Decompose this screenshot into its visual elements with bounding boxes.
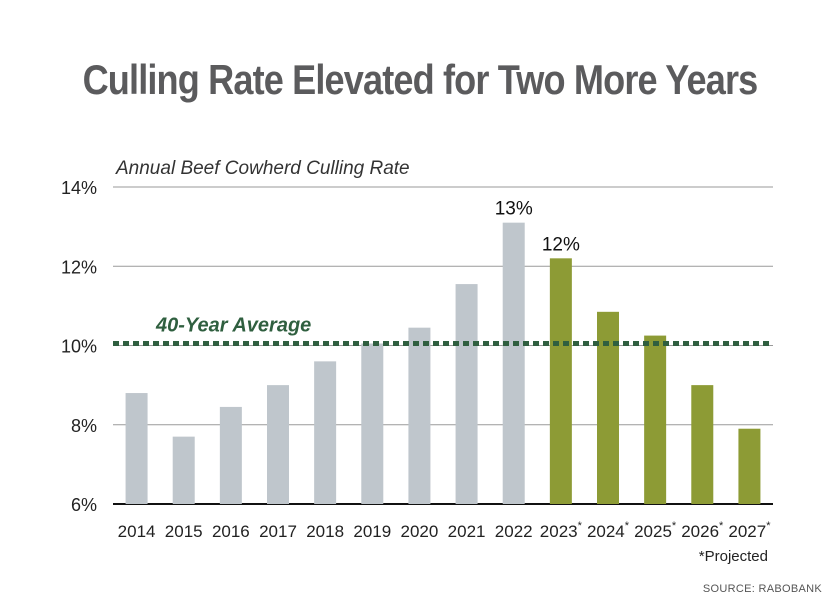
x-tick-label: 2022 xyxy=(495,522,533,541)
bar-2014 xyxy=(125,393,148,504)
x-tick-label: 2017 xyxy=(259,522,297,541)
bar-2024 xyxy=(597,311,619,504)
bar-2026 xyxy=(691,385,714,504)
y-tick-label: 10% xyxy=(61,337,97,357)
x-tick-label: 2023* xyxy=(540,520,583,541)
chart-title: Culling Rate Elevated for Two More Years xyxy=(82,56,759,103)
y-tick-label: 8% xyxy=(71,416,97,436)
bar-2023 xyxy=(549,258,572,504)
x-tick-label: 2015 xyxy=(165,522,203,541)
projected-marker: * xyxy=(766,520,771,532)
y-tick-label: 12% xyxy=(61,257,97,277)
bar-2015 xyxy=(172,436,195,504)
projected-marker: * xyxy=(719,520,724,532)
x-tick-label: 2026* xyxy=(681,520,724,541)
data-label: 13% xyxy=(495,199,533,220)
bar-2018 xyxy=(314,361,337,504)
x-tick-label: 2019 xyxy=(353,522,391,541)
projected-marker: * xyxy=(578,520,583,532)
bar-2016 xyxy=(219,406,242,504)
bar-2019 xyxy=(361,343,384,504)
bar-2017 xyxy=(267,385,289,504)
bar-2022 xyxy=(502,222,525,504)
projected-note: *Projected xyxy=(698,548,768,565)
average-line-label: 40-Year Average xyxy=(155,315,311,337)
projected-marker: * xyxy=(625,520,630,532)
x-tick-label: 2025* xyxy=(634,520,677,541)
x-tick-label: 2021 xyxy=(448,522,486,541)
bar-2021 xyxy=(455,284,478,504)
x-tick-label: 2016 xyxy=(212,522,250,541)
bar-2025 xyxy=(644,335,667,504)
x-tick-label: 2018 xyxy=(306,522,344,541)
x-tick-label: 2014 xyxy=(118,522,156,541)
labels: 6% 8% 10% 12% 14% 2014 2015 2016 2017 2018 2019 202… xyxy=(61,178,771,541)
y-tick-label: 14% xyxy=(61,178,97,198)
x-tick-label: 2027* xyxy=(728,520,771,541)
data-label: 12% xyxy=(542,234,580,255)
source-credit: SOURCE: RABOBANK xyxy=(702,583,822,595)
x-tick-label: 2024* xyxy=(587,520,630,541)
bar-2020 xyxy=(408,327,431,504)
y-tick-label: 6% xyxy=(71,495,97,515)
x-tick-label: 2020 xyxy=(401,522,439,541)
bars xyxy=(125,222,761,504)
chart-subtitle: Annual Beef Cowherd Culling Rate xyxy=(116,158,410,179)
average-line-group: 40-Year Average xyxy=(113,315,773,347)
bar-2027 xyxy=(738,428,761,504)
projected-marker: * xyxy=(672,520,677,532)
